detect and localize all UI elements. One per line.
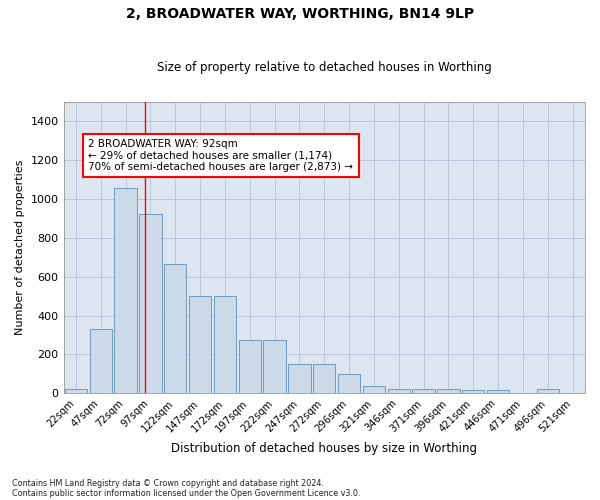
Text: 2 BROADWATER WAY: 92sqm
← 29% of detached houses are smaller (1,174)
70% of semi: 2 BROADWATER WAY: 92sqm ← 29% of detache… <box>88 139 353 172</box>
Bar <box>536 390 559 393</box>
Bar <box>412 390 435 393</box>
Bar <box>313 364 335 393</box>
Bar <box>263 340 286 393</box>
Bar <box>239 340 261 393</box>
Bar <box>437 390 460 393</box>
Bar <box>338 374 360 393</box>
Text: Contains HM Land Registry data © Crown copyright and database right 2024.: Contains HM Land Registry data © Crown c… <box>12 478 324 488</box>
Bar <box>164 264 187 393</box>
Bar <box>214 296 236 393</box>
Bar <box>487 390 509 393</box>
Bar <box>139 214 161 393</box>
Y-axis label: Number of detached properties: Number of detached properties <box>15 160 25 336</box>
Title: Size of property relative to detached houses in Worthing: Size of property relative to detached ho… <box>157 62 491 74</box>
Bar <box>288 364 311 393</box>
X-axis label: Distribution of detached houses by size in Worthing: Distribution of detached houses by size … <box>171 442 477 455</box>
Text: 2, BROADWATER WAY, WORTHING, BN14 9LP: 2, BROADWATER WAY, WORTHING, BN14 9LP <box>126 8 474 22</box>
Bar <box>89 329 112 393</box>
Text: Contains public sector information licensed under the Open Government Licence v3: Contains public sector information licen… <box>12 488 361 498</box>
Bar <box>462 390 484 393</box>
Bar <box>115 188 137 393</box>
Bar <box>388 390 410 393</box>
Bar <box>189 296 211 393</box>
Bar <box>363 386 385 393</box>
Bar <box>65 390 87 393</box>
